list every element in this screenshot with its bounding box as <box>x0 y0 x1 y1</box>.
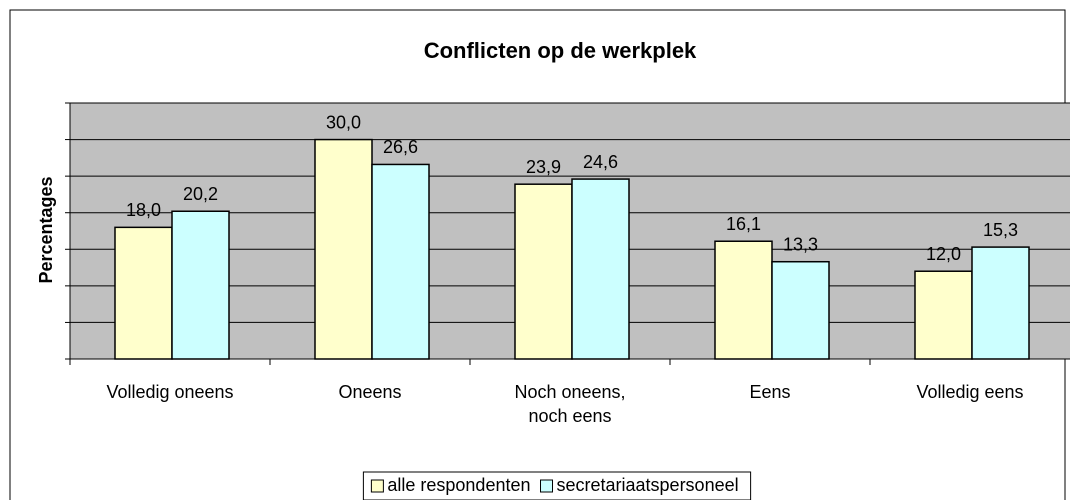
data-label: 20,2 <box>183 184 218 204</box>
data-label: 13,3 <box>783 234 818 254</box>
legend-swatch <box>540 479 554 493</box>
legend-box <box>362 471 752 500</box>
data-label: 30,0 <box>326 112 361 132</box>
bar <box>314 138 373 360</box>
bar <box>714 240 773 360</box>
bar <box>371 163 430 360</box>
data-label: 16,1 <box>726 214 761 234</box>
x-tick-label: Eens <box>749 382 790 402</box>
legend-label: alle respondenten <box>387 475 530 495</box>
bar <box>171 210 230 360</box>
bar <box>114 226 173 360</box>
x-tick-label: Noch oneens, noch eens <box>514 382 625 426</box>
data-label: 12,0 <box>926 244 961 264</box>
legend-label: secretariaatspersoneel <box>557 475 739 495</box>
chart-title: Conflicten op de werkplek <box>424 38 697 63</box>
bar <box>514 183 573 360</box>
data-label: 15,3 <box>983 220 1018 240</box>
bar <box>914 270 973 360</box>
data-label: 24,6 <box>583 152 618 172</box>
bar <box>771 260 830 360</box>
data-label: 18,0 <box>126 200 161 220</box>
legend-swatch <box>370 479 384 493</box>
bar <box>971 246 1030 360</box>
y-axis-label: Percentages <box>36 176 56 283</box>
x-tick-label: Volledig eens <box>916 382 1023 402</box>
data-label: 23,9 <box>526 157 561 177</box>
x-tick-label: Oneens <box>338 382 401 402</box>
data-label: 26,6 <box>383 137 418 157</box>
x-tick-label: Volledig oneens <box>106 382 233 402</box>
bar <box>571 178 630 360</box>
